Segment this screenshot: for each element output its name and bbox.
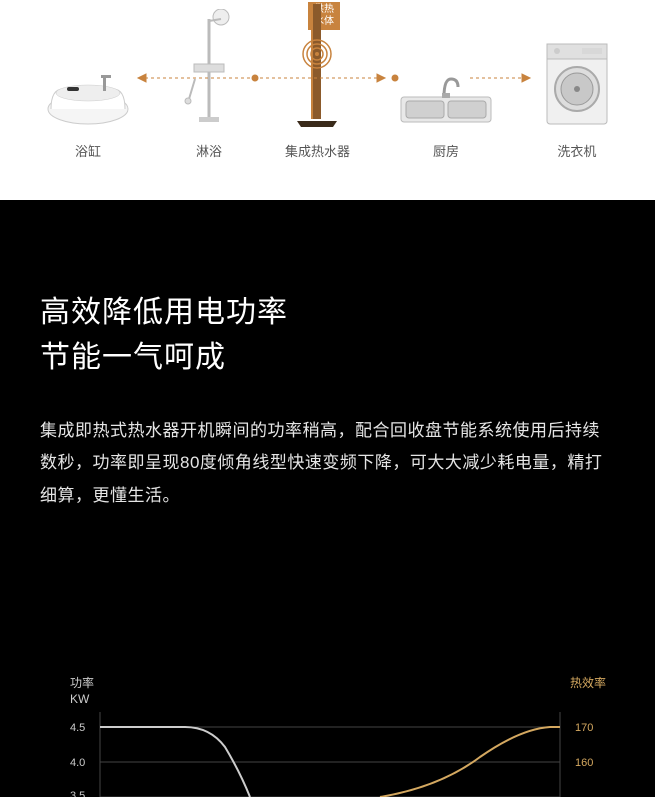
appliance-shower: 淋浴 <box>179 9 239 160</box>
feature-headline: 高效降低用电功率 节能一气呵成 <box>40 290 615 380</box>
appliance-row: 浴缸 淋浴 <box>0 0 655 160</box>
appliance-washer: 洗衣机 <box>542 9 612 160</box>
appliance-heater: 集成热水器 <box>285 9 350 160</box>
headline-line1: 高效降低用电功率 <box>40 290 615 335</box>
appliance-label: 洗衣机 <box>557 141 596 160</box>
left-axis-title2: KW <box>70 692 90 706</box>
washing-machine-icon <box>542 9 612 129</box>
right-tick: 160 <box>575 757 593 769</box>
feature-section: 高效降低用电功率 节能一气呵成 集成即热式热水器开机瞬间的功率稍高，配合回收盘节… <box>0 200 655 797</box>
left-tick: 3.5 <box>70 790 85 797</box>
appliance-diagram-section: 供热 水体 浴缸 <box>0 0 655 200</box>
heater-icon <box>287 9 347 129</box>
appliance-label: 浴缸 <box>75 141 101 160</box>
left-axis-title1: 功率 <box>70 675 94 690</box>
appliance-bathtub: 浴缸 <box>43 9 133 160</box>
kitchen-sink-icon <box>396 9 496 129</box>
headline-line2: 节能一气呵成 <box>40 335 615 380</box>
left-tick: 4.0 <box>70 757 85 769</box>
appliance-kitchen: 厨房 <box>396 9 496 160</box>
appliance-label: 集成热水器 <box>285 141 350 160</box>
bathtub-icon <box>43 9 133 129</box>
appliance-label: 淋浴 <box>196 141 222 160</box>
right-axis-title: 热效率 <box>570 675 606 690</box>
feature-body-text: 集成即热式热水器开机瞬间的功率稍高，配合回收盘节能系统使用后持续数秒，功率即呈现… <box>40 415 615 512</box>
appliance-label: 厨房 <box>433 141 459 160</box>
right-tick: 170 <box>575 722 593 734</box>
left-tick: 4.5 <box>70 722 85 734</box>
shower-icon <box>179 9 239 129</box>
power-efficiency-chart: 功率 KW 热效率 4.5 4.0 3.5 170 160 <box>40 667 615 797</box>
